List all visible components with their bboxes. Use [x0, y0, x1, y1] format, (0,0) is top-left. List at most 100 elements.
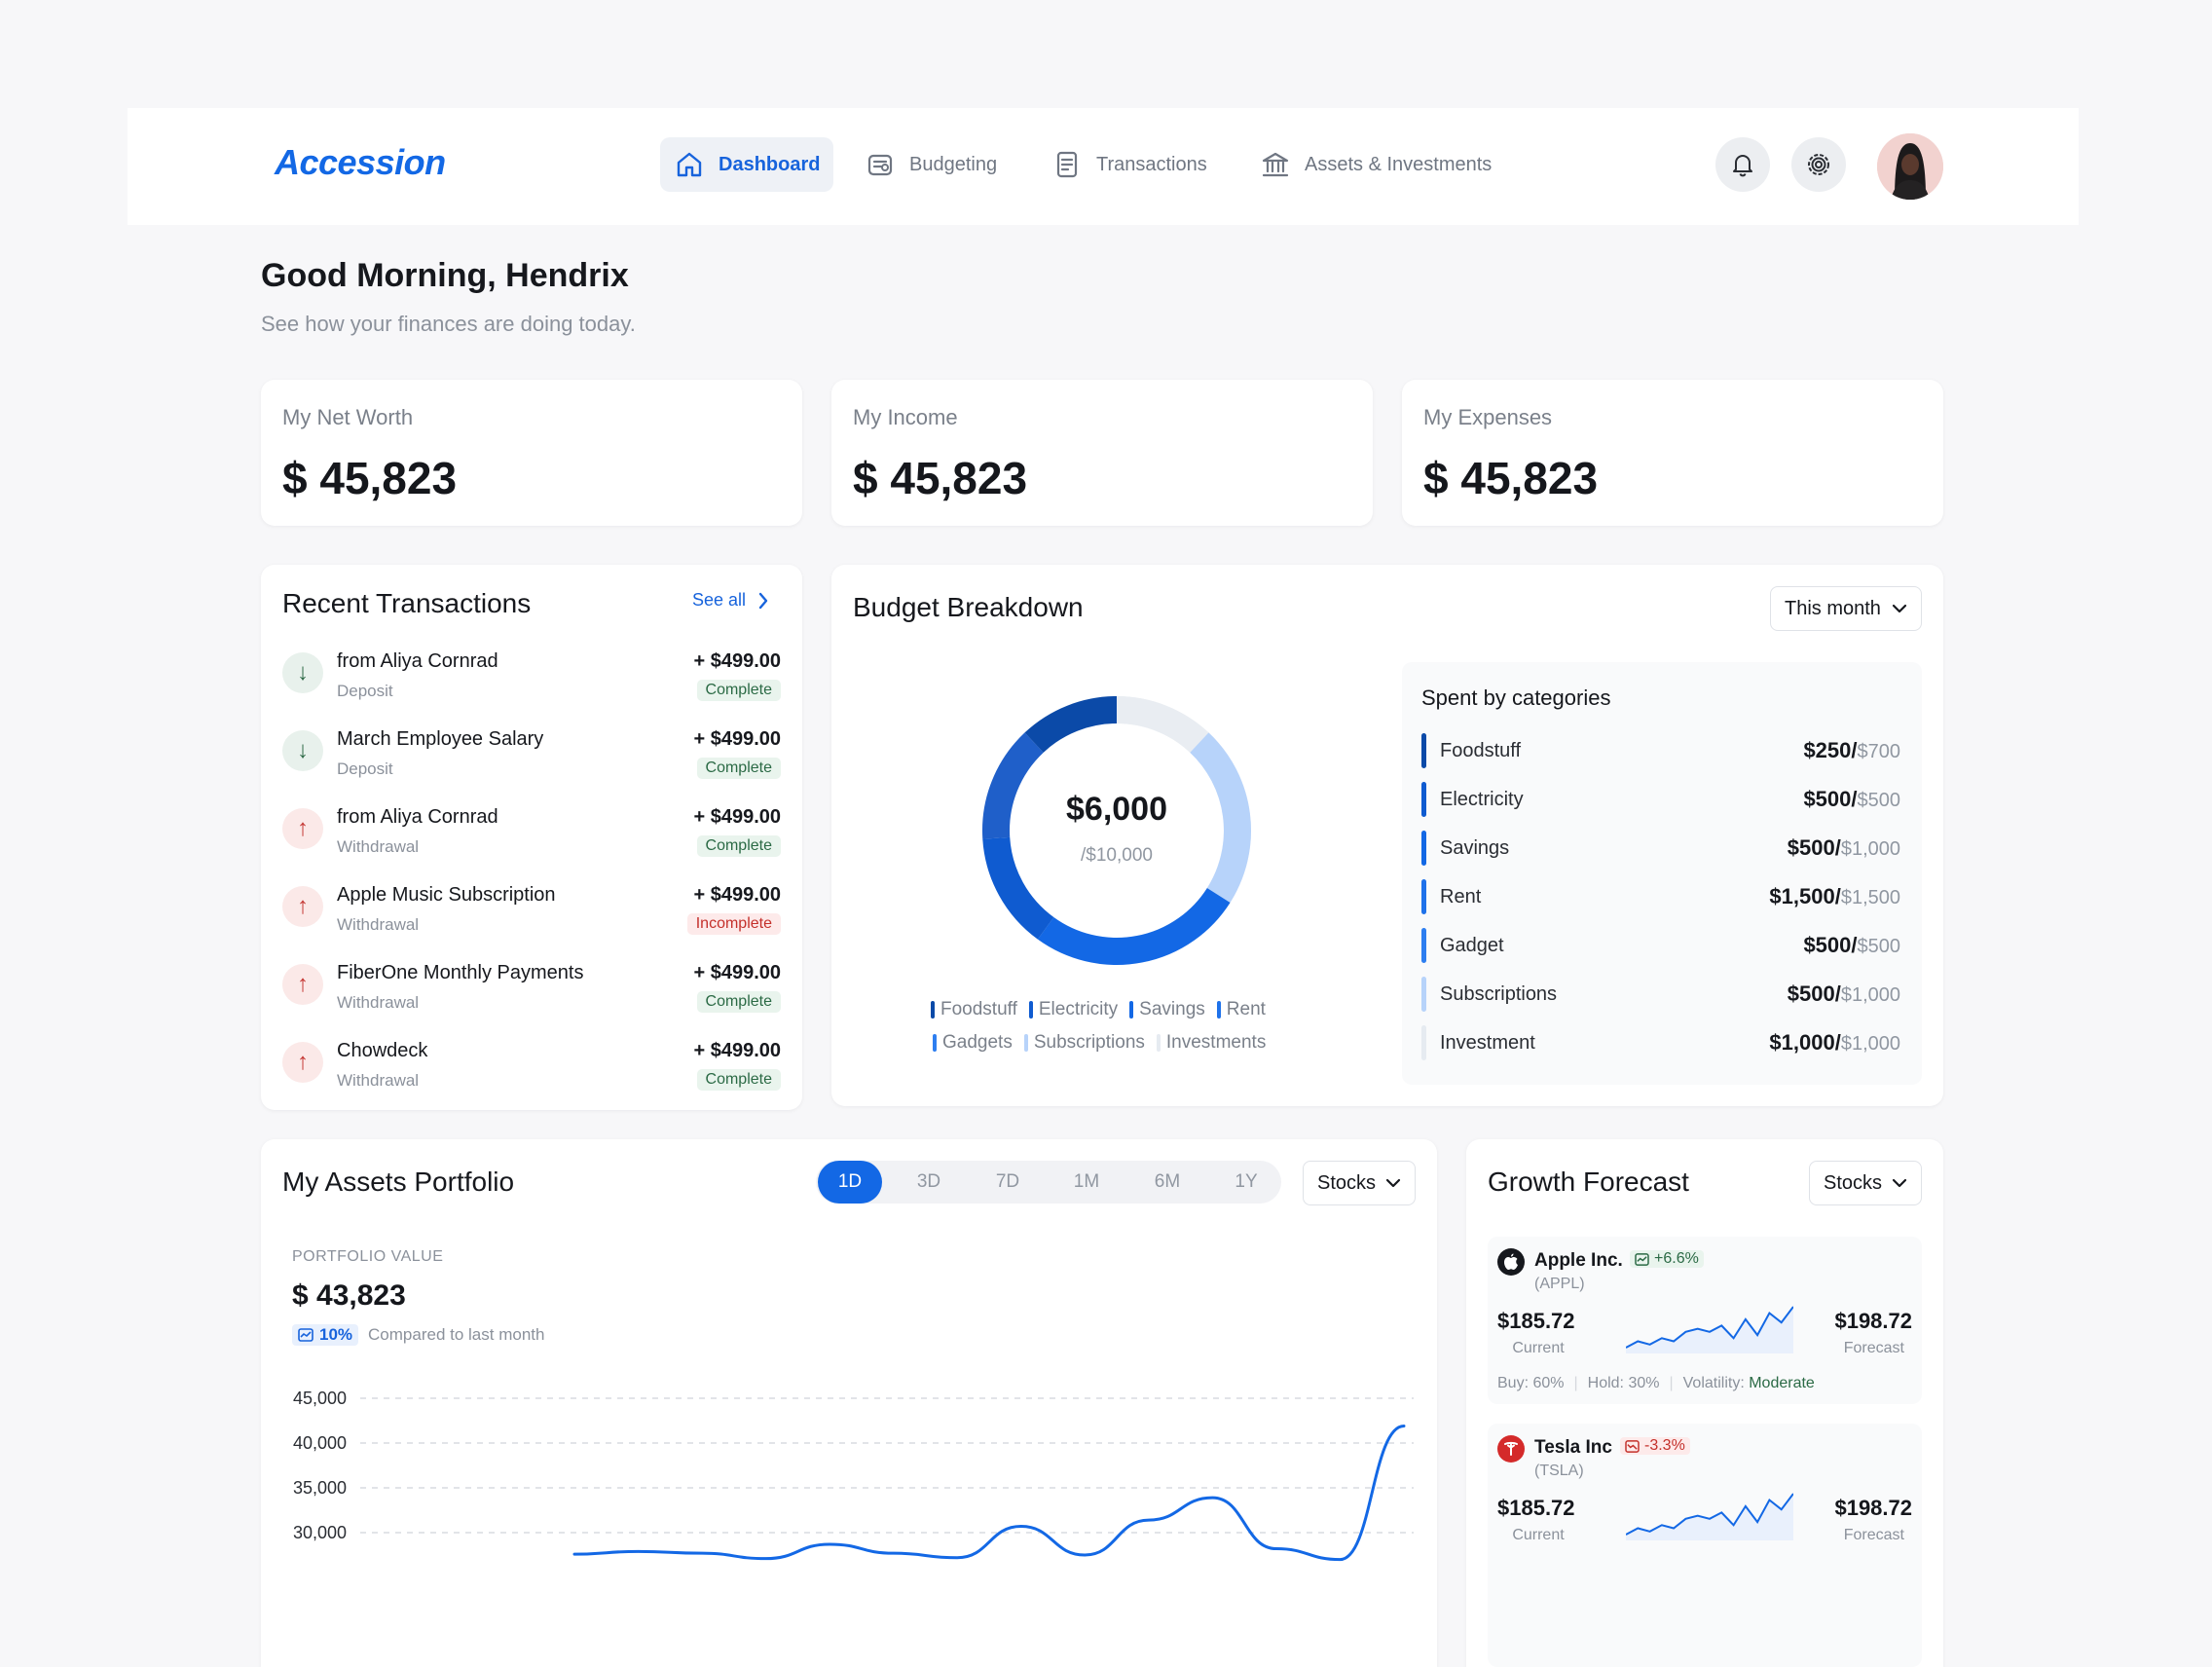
category-name: Electricity — [1440, 788, 1524, 810]
category-spent: $500/ — [1803, 787, 1858, 811]
category-name: Subscriptions — [1440, 982, 1558, 1005]
transaction-row[interactable]: ↓ March Employee Salary Deposit + $499.0… — [282, 728, 781, 791]
greeting-subtitle: See how your finances are doing today. — [261, 312, 636, 336]
donut-segment-savings — [1037, 887, 1231, 965]
budget-period-select[interactable]: This month — [1770, 586, 1922, 631]
forecast-current-price: $185.72 — [1497, 1496, 1575, 1520]
forecast-target-price: $198.72 — [1834, 1309, 1912, 1333]
see-all-label: See all — [692, 590, 747, 610]
chevron-down-icon — [1892, 1178, 1907, 1188]
forecast-change-badge: +6.6% — [1630, 1250, 1704, 1268]
forecast-current-price: $185.72 — [1497, 1309, 1575, 1333]
income-label: My Income — [853, 405, 958, 429]
portfolio-change-note: Compared to last month — [368, 1325, 545, 1344]
user-avatar[interactable] — [1877, 133, 1943, 200]
category-spent: $500/ — [1803, 933, 1858, 957]
deposit-arrow-icon: ↓ — [282, 730, 323, 771]
y-tick-label: 40,000 — [293, 1433, 347, 1453]
transaction-amount: + $499.00 — [693, 806, 781, 828]
category-spent: $500/ — [1787, 835, 1841, 860]
transaction-amount: + $499.00 — [693, 728, 781, 750]
forecast-item-apple[interactable]: Apple Inc. +6.6% (APPL) $185.72 Current … — [1488, 1237, 1922, 1404]
net-worth-label: My Net Worth — [282, 405, 414, 429]
forecast-asset-type-value: Stocks — [1824, 1171, 1883, 1194]
profile-photo-icon — [1877, 133, 1943, 200]
budget-total: /$10,000 — [1081, 845, 1153, 866]
category-total: $1,000 — [1840, 1033, 1900, 1055]
range-6m[interactable]: 6M — [1154, 1171, 1181, 1192]
apple-logo-icon — [1497, 1248, 1525, 1276]
status-badge: Complete — [696, 680, 781, 701]
y-tick-label: 45,000 — [293, 1389, 347, 1408]
transaction-row[interactable]: ↑ from Aliya Cornrad Withdrawal + $499.0… — [282, 806, 781, 869]
category-color-bar — [1421, 879, 1426, 914]
range-3d[interactable]: 3D — [916, 1171, 941, 1192]
transaction-name: Chowdeck — [337, 1040, 428, 1061]
category-spent: $250/ — [1803, 738, 1858, 762]
category-row: Electricity $500/$500 — [1421, 782, 1900, 817]
settings-button[interactable] — [1791, 137, 1846, 192]
portfolio-asset-type-select[interactable]: Stocks — [1303, 1161, 1416, 1205]
status-badge: Complete — [696, 991, 781, 1013]
transaction-name: Apple Music Subscription — [337, 884, 556, 906]
withdrawal-arrow-icon: ↑ — [282, 886, 323, 927]
category-total: $1,000 — [1840, 838, 1900, 860]
category-spent: $1,500/ — [1769, 884, 1841, 908]
range-1y[interactable]: 1Y — [1235, 1171, 1258, 1192]
forecast-volatility-label: Volatility: — [1682, 1375, 1745, 1391]
trend-down-icon — [1625, 1439, 1640, 1453]
status-badge: Complete — [696, 1069, 781, 1091]
transaction-name: FiberOne Monthly Payments — [337, 962, 584, 983]
nav-assets-investments[interactable]: Assets & Investments — [1246, 137, 1505, 192]
legend-savings: Savings — [1129, 999, 1205, 1020]
category-row: Subscriptions $500/$1,000 — [1421, 977, 1900, 1012]
budget-spent-total: $6,000 — [1066, 791, 1167, 828]
assets-portfolio-title: My Assets Portfolio — [282, 1167, 515, 1197]
time-range-selector — [816, 1161, 1281, 1204]
nav-budgeting[interactable]: Budgeting — [851, 137, 1011, 192]
transaction-row[interactable]: ↑ Apple Music Subscription Withdrawal + … — [282, 884, 781, 946]
notifications-button[interactable] — [1715, 137, 1770, 192]
category-total: $1,500 — [1840, 887, 1900, 908]
category-color-bar — [1421, 782, 1426, 817]
nav-budgeting-label: Budgeting — [909, 153, 998, 175]
transaction-amount: + $499.00 — [693, 1040, 781, 1061]
forecast-target-label: Forecast — [1843, 1340, 1904, 1356]
category-row: Gadget $500/$500 — [1421, 928, 1900, 963]
category-name: Savings — [1440, 836, 1510, 859]
trend-icon — [298, 1328, 313, 1342]
budget-legend-row-1: Foodstuff Electricity Savings Rent — [931, 999, 1266, 1020]
tesla-logo-icon — [1497, 1435, 1525, 1463]
donut-segment-foodstuff — [1024, 696, 1118, 754]
expenses-label: My Expenses — [1423, 405, 1553, 429]
bell-icon — [1733, 155, 1752, 177]
range-1d[interactable]: 1D — [818, 1161, 882, 1204]
app-logo[interactable]: Accession — [275, 142, 446, 182]
forecast-asset-type-select[interactable]: Stocks — [1809, 1161, 1922, 1205]
transaction-row[interactable]: ↓ from Aliya Cornrad Deposit + $499.00 C… — [282, 650, 781, 713]
range-1m[interactable]: 1M — [1073, 1171, 1100, 1192]
recent-transactions-title: Recent Transactions — [282, 588, 532, 618]
portfolio-value: $ 43,823 — [292, 1279, 406, 1312]
wallet-icon — [867, 154, 893, 176]
nav-dashboard[interactable]: Dashboard — [660, 137, 834, 192]
transaction-row[interactable]: ↑ FiberOne Monthly Payments Withdrawal +… — [282, 962, 781, 1024]
bank-icon — [1262, 152, 1289, 177]
chevron-right-icon — [758, 592, 768, 609]
see-all-link[interactable]: See all — [692, 590, 769, 611]
forecast-item-tesla[interactable]: Tesla Inc -3.3% (TSLA) $185.72 Current $… — [1488, 1424, 1922, 1667]
legend-investments: Investments — [1156, 1032, 1266, 1054]
forecast-hold: Hold: 30% — [1587, 1375, 1660, 1391]
transaction-type: Withdrawal — [337, 993, 420, 1012]
forecast-stats: Buy: 60% | Hold: 30% | Volatility: Moder… — [1497, 1375, 1815, 1391]
apple-trend-sparkline — [1626, 1306, 1793, 1353]
range-7d[interactable]: 7D — [995, 1171, 1020, 1192]
status-badge: Incomplete — [686, 913, 781, 935]
nav-transactions[interactable]: Transactions — [1038, 137, 1221, 192]
category-row: Rent $1,500/$1,500 — [1421, 879, 1900, 914]
transaction-row[interactable]: ↑ Chowdeck Withdrawal + $499.00 Complete — [282, 1040, 781, 1102]
receipt-icon — [1056, 151, 1078, 178]
category-name: Foodstuff — [1440, 739, 1522, 761]
income-value: $ 45,823 — [853, 453, 1028, 503]
portfolio-series-line — [572, 1425, 1406, 1562]
